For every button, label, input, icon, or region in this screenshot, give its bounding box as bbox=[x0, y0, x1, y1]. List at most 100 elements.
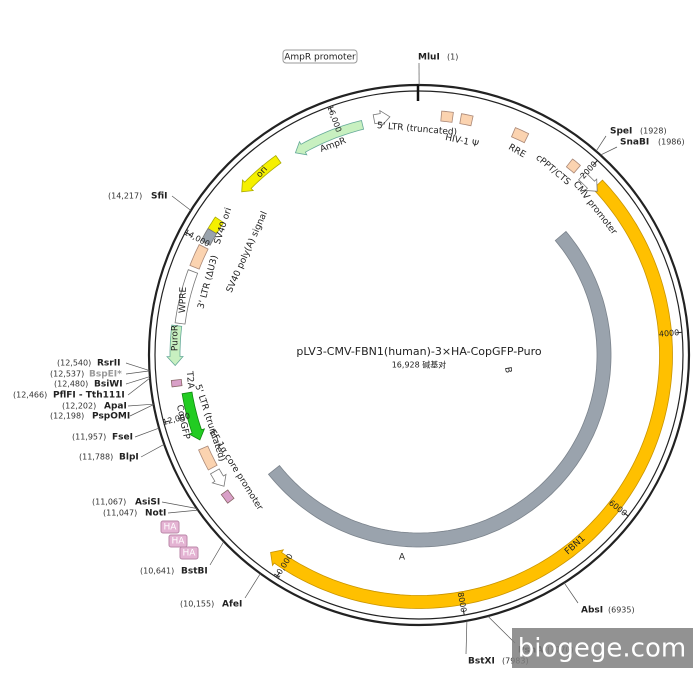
site-position: (11,957) bbox=[72, 433, 106, 442]
site-leader bbox=[595, 135, 607, 152]
feature-label: HIV-1 Ψ bbox=[444, 133, 479, 150]
site-name: BspEI* bbox=[89, 370, 122, 380]
feature-shape bbox=[267, 230, 612, 548]
site-position: (12,537) bbox=[50, 370, 84, 379]
site-leader bbox=[171, 195, 192, 211]
feature-shape bbox=[241, 155, 282, 193]
label-box bbox=[179, 546, 199, 560]
site-position: (1986) bbox=[658, 138, 685, 147]
map-layer: 200040006000800010,00012,00014,00016,000… bbox=[13, 49, 693, 668]
feature-shape bbox=[270, 179, 673, 609]
feature-shape bbox=[372, 109, 391, 127]
site-leader bbox=[134, 427, 160, 438]
feature-shape bbox=[181, 391, 206, 441]
feature-label: B bbox=[502, 366, 513, 374]
tick-mark bbox=[329, 106, 333, 113]
feature-shape bbox=[565, 158, 581, 174]
site-position: (11,067) bbox=[92, 498, 126, 507]
site-name: BstXI bbox=[468, 657, 495, 667]
tick-mark bbox=[462, 609, 465, 616]
site-name: BlpI bbox=[119, 453, 139, 463]
site-leader bbox=[125, 370, 150, 375]
site-position: (12,540) bbox=[57, 359, 91, 368]
site-position: (11,047) bbox=[103, 509, 137, 518]
site-leader bbox=[129, 404, 154, 417]
feature-shape bbox=[459, 113, 474, 127]
feature-shape bbox=[578, 171, 598, 192]
feature-shape bbox=[200, 228, 218, 246]
site-position: (10,641) bbox=[140, 567, 174, 576]
site-leader bbox=[125, 362, 150, 371]
site-position: (12,466) bbox=[13, 391, 47, 400]
site-leader bbox=[127, 403, 154, 407]
feature-label: HA bbox=[183, 549, 197, 559]
feature-shape bbox=[189, 244, 209, 270]
feature-label: HA bbox=[164, 523, 178, 533]
site-name: NotI bbox=[145, 509, 166, 519]
tick-mark bbox=[185, 231, 191, 236]
site-name: SpeI bbox=[610, 127, 632, 137]
feature-label: SV40 poly(A) signal bbox=[225, 210, 270, 294]
feature-label: cPPT/CTS bbox=[533, 153, 572, 188]
site-name: MluI bbox=[418, 53, 440, 63]
site-name: AfeI bbox=[222, 600, 242, 610]
site-leader bbox=[563, 582, 579, 604]
site-name: ApaI bbox=[104, 402, 127, 412]
site-position: (12,202) bbox=[62, 402, 96, 411]
map-title: pLV3-CMV-FBN1(human)-3×HA-CopGFP-Puro bbox=[296, 345, 541, 358]
site-leader bbox=[244, 573, 261, 599]
site-name: BstBI bbox=[181, 567, 208, 577]
feature-shape bbox=[510, 127, 530, 144]
tick-label: 16,000 bbox=[325, 104, 343, 133]
feature-label: RRE bbox=[506, 143, 527, 161]
tick-mark bbox=[593, 160, 598, 166]
site-name: SnaBI bbox=[620, 138, 649, 148]
label-box bbox=[160, 520, 180, 534]
site-position: (12,198) bbox=[50, 412, 84, 421]
site-name: AsiSI bbox=[135, 498, 160, 508]
site-position: (1928) bbox=[640, 127, 667, 136]
feature-shape bbox=[294, 120, 365, 156]
site-leader bbox=[140, 443, 165, 458]
site-leader bbox=[127, 377, 151, 396]
site-leader bbox=[167, 509, 199, 514]
site-leader bbox=[600, 146, 618, 156]
feature-label: T2A bbox=[184, 370, 196, 390]
site-position: (12,480) bbox=[54, 380, 88, 389]
site-position: (14,217) bbox=[108, 192, 142, 201]
tick-mark bbox=[676, 331, 683, 334]
watermark: biogege.com bbox=[518, 634, 686, 664]
feature-shape bbox=[198, 445, 218, 471]
site-name: PflFI - Tth111I bbox=[53, 391, 125, 401]
feature-shape bbox=[170, 378, 183, 388]
feature-label: WPRE bbox=[178, 286, 189, 313]
feature-shape bbox=[166, 324, 184, 367]
site-position: (1) bbox=[447, 53, 458, 62]
feature-shape bbox=[174, 269, 199, 325]
site-name: AbsI bbox=[581, 606, 603, 616]
site-position: (10,155) bbox=[180, 600, 214, 609]
site-name: RsrII bbox=[97, 359, 120, 369]
feature-label: EF-1α core promoter bbox=[207, 428, 265, 512]
feature-label: PuroR bbox=[171, 325, 181, 351]
feature-label: A bbox=[399, 553, 406, 563]
feature-shape bbox=[209, 468, 227, 487]
feature-shape bbox=[440, 110, 454, 123]
site-leader bbox=[209, 541, 225, 566]
map-subtitle: 16,928 碱基对 bbox=[392, 360, 447, 370]
tick-mark bbox=[163, 420, 170, 423]
site-name: FseI bbox=[112, 433, 133, 443]
label-box bbox=[282, 49, 358, 64]
site-position: (6935) bbox=[608, 606, 635, 615]
feature-label: AmpR promoter bbox=[284, 53, 356, 63]
feature-label: HA bbox=[172, 537, 186, 547]
watermark-box bbox=[512, 628, 693, 668]
feature-shape bbox=[220, 489, 235, 504]
tick-mark bbox=[276, 571, 281, 578]
site-position: (11,788) bbox=[79, 453, 113, 462]
site-leader bbox=[125, 376, 151, 385]
tick-mark bbox=[623, 512, 629, 517]
site-leader bbox=[487, 615, 516, 644]
site-name: BsiWI bbox=[94, 380, 123, 390]
tick-label: 4000 bbox=[659, 328, 680, 339]
